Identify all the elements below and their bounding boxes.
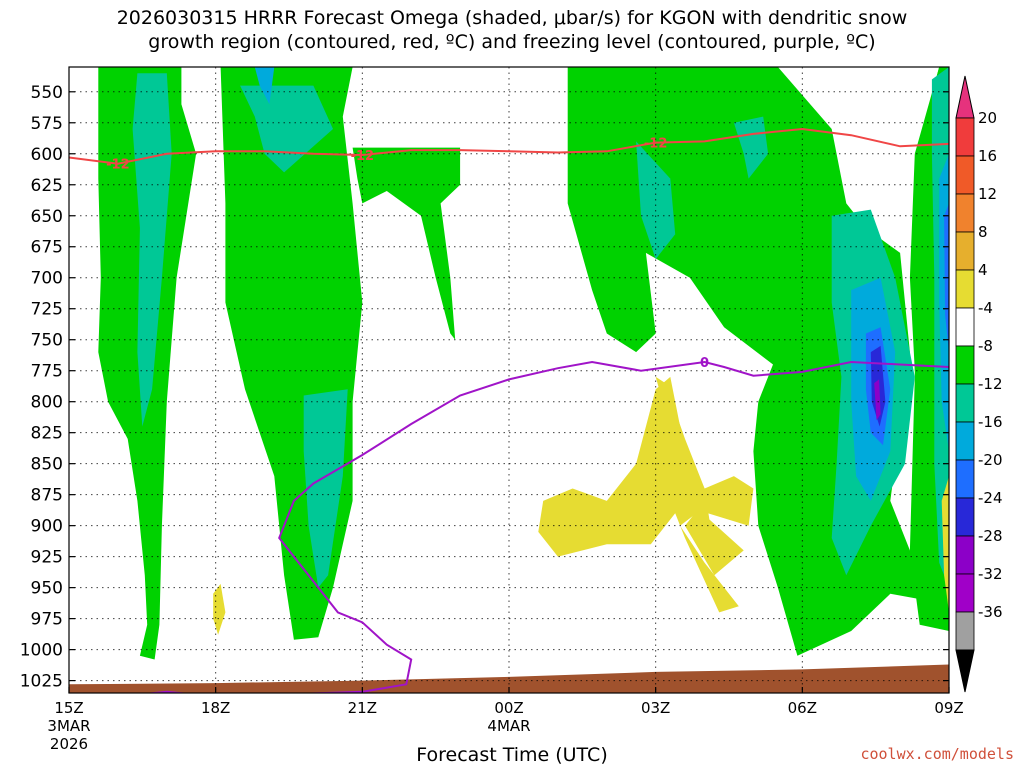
x-tick-year-label: 2026 — [50, 735, 88, 753]
colorbar-label: -4 — [978, 299, 993, 317]
y-tick-label: 675 — [31, 238, 63, 258]
colorbar-label: 4 — [978, 261, 988, 279]
colorbar-bin — [955, 193, 975, 233]
omega-region-teal-5 — [733, 116, 769, 179]
x-tick-date-label: 4MAR — [487, 717, 530, 735]
terrain-ground — [69, 664, 949, 693]
colorbar-bin — [955, 269, 975, 309]
colorbar-label: 16 — [978, 147, 997, 165]
y-tick-label: 900 — [31, 517, 63, 537]
colorbar-bin — [955, 497, 975, 537]
dgz-contour-label: -12 — [351, 149, 375, 164]
y-tick-label: 850 — [31, 455, 63, 475]
grid — [69, 67, 949, 693]
dgz-contour-line — [69, 127, 949, 165]
dgz-contour-label: -12 — [106, 158, 130, 173]
colorbar-label: 20 — [978, 109, 997, 127]
colorbar-bin — [955, 459, 975, 499]
colorbar-bin — [955, 611, 975, 651]
chart-title-line-1: 2026030315 HRRR Forecast Omega (shaded, … — [116, 7, 908, 29]
omega-region-yellow-2 — [538, 376, 754, 613]
dgz-contour-label: -12 — [644, 137, 668, 152]
colorbar-bin — [955, 307, 975, 347]
contours: -12 -12 -12 0 — [69, 127, 949, 693]
colorbar-bin — [955, 421, 975, 461]
colorbar-bin — [955, 231, 975, 271]
colorbar-label: -8 — [978, 337, 993, 355]
x-tick-label: 18Z — [201, 699, 230, 717]
y-tick-label: 825 — [31, 424, 63, 444]
colorbar-bin — [955, 117, 975, 157]
y-tick-label: 975 — [31, 610, 63, 630]
y-tick-label: 800 — [31, 393, 63, 413]
y-tick-label: 925 — [31, 548, 63, 568]
colorbar-bin — [955, 573, 975, 613]
y-tick-label: 950 — [31, 579, 63, 599]
omega-region-teal-1 — [132, 73, 172, 427]
y-tick-label: 575 — [31, 114, 63, 134]
colorbar-label: -20 — [978, 451, 1003, 469]
x-axis-title: Forecast Time (UTC) — [416, 744, 608, 766]
y-tick-label: 750 — [31, 331, 63, 351]
y-tick-label: 875 — [31, 486, 63, 506]
colorbar-label: -16 — [978, 413, 1003, 431]
colorbar-label: -36 — [978, 603, 1003, 621]
colorbar-label: 12 — [978, 185, 997, 203]
omega-region-teal-3 — [303, 389, 348, 588]
y-tick-label: 650 — [31, 207, 63, 227]
colorbar-bin — [955, 345, 975, 385]
colorbar-bottom-arrow — [955, 649, 975, 693]
y-tick-label: 550 — [31, 83, 63, 103]
y-tick-label: 1025 — [20, 672, 63, 692]
omega-region-cyan-1 — [254, 67, 275, 105]
freezing-level-contour-label: 0 — [700, 356, 709, 371]
x-tick-label: 21Z — [348, 699, 377, 717]
colorbar-label: -24 — [978, 489, 1003, 507]
colorbar-bin — [955, 155, 975, 195]
credit-text[interactable]: coolwx.com/models — [860, 745, 1014, 763]
colorbar-bin — [955, 535, 975, 575]
omega-region-green-3 — [352, 147, 461, 340]
colorbar-label: -12 — [978, 375, 1003, 393]
y-tick-label: 625 — [31, 176, 63, 196]
x-tick-label: 15Z — [54, 699, 83, 717]
x-tick-label: 06Z — [788, 699, 817, 717]
y-tick-label: 600 — [31, 145, 63, 165]
omega-region-purple-1 — [874, 379, 881, 421]
omega-region-teal-2 — [240, 85, 333, 173]
colorbar: 20 16 12 8 4 -4 -8 -12 -16 -20 -24 -28 -32 -36 — [955, 75, 1003, 693]
chart-title-line-2: growth region (contoured, red, ºC) and f… — [148, 31, 876, 53]
y-tick-label: 725 — [31, 300, 63, 320]
y-tick-label: 700 — [31, 269, 63, 289]
freezing-level-contour-line — [144, 360, 949, 693]
y-axis: 550 575 600 625 650 675 700 725 750 775 800 825 850 8… — [20, 83, 949, 692]
omega-region-yellow-3 — [213, 583, 226, 635]
colorbar-label: 8 — [978, 223, 988, 241]
x-tick-date-label: 3MAR — [47, 717, 90, 735]
colorbar-bin — [955, 383, 975, 423]
colorbar-top-arrow — [955, 75, 975, 119]
colorbar-label: -32 — [978, 565, 1003, 583]
x-tick-label: 09Z — [934, 699, 963, 717]
x-tick-label: 00Z — [494, 699, 523, 717]
colorbar-label: -28 — [978, 527, 1003, 545]
y-tick-label: 775 — [31, 362, 63, 382]
y-tick-label: 1000 — [20, 641, 63, 661]
x-tick-label: 03Z — [641, 699, 670, 717]
omega-region-yellow-4 — [941, 476, 949, 613]
